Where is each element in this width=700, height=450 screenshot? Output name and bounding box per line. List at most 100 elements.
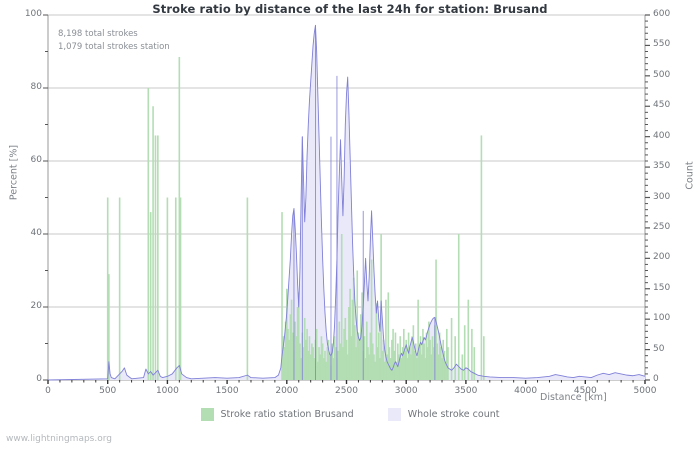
bar [376, 347, 379, 380]
legend-item-1[interactable]: Whole stroke count [387, 408, 499, 421]
bar [355, 347, 357, 380]
bar [179, 197, 182, 380]
y-tick-label-right: 450 [653, 100, 671, 111]
bar [457, 234, 460, 380]
y-tick-label-right: 300 [653, 191, 671, 202]
bar [318, 347, 320, 380]
bar [413, 350, 416, 380]
stroke-ratio-bars [106, 56, 485, 380]
y-axis-right-label: Count [684, 161, 696, 190]
bar [386, 354, 388, 380]
bar [423, 343, 425, 380]
bar [350, 336, 353, 380]
bar [373, 354, 375, 380]
bar [313, 358, 316, 380]
bar [147, 88, 150, 380]
bar [283, 347, 286, 380]
bar [307, 350, 310, 380]
y-tick-label-left: 60 [30, 155, 42, 165]
bar [429, 339, 431, 380]
bar [333, 336, 336, 380]
bar [290, 299, 293, 380]
bar [405, 339, 407, 380]
bar [246, 197, 249, 380]
bar [295, 336, 298, 380]
bar [338, 321, 341, 380]
bar [360, 314, 362, 380]
bar [294, 321, 296, 380]
bar [345, 339, 348, 380]
whole-stroke-count-line [47, 24, 646, 381]
bar [371, 343, 374, 380]
legend-label-stroke-ratio: Stroke ratio station Brusand [220, 409, 354, 420]
x-tick-label: 1000 [155, 386, 179, 396]
bar [443, 350, 446, 380]
bar [392, 328, 394, 380]
bar [440, 347, 442, 380]
y-tick-label-left: 40 [30, 228, 42, 238]
bar [407, 332, 410, 380]
x-tick-label: 3000 [394, 386, 418, 396]
bar [349, 288, 351, 380]
bar [339, 343, 342, 380]
bar [430, 354, 433, 380]
y-axis-left-label: Percent [%] [8, 144, 20, 201]
bar [351, 299, 354, 380]
bar [331, 343, 333, 380]
bar [483, 336, 485, 380]
bar [385, 299, 387, 380]
bar [352, 277, 355, 380]
bar [321, 343, 324, 380]
x-tick-label: 1500 [215, 386, 239, 396]
bar [441, 358, 443, 380]
y-tick-label-right: 250 [653, 221, 671, 232]
bar [319, 354, 322, 380]
bar [412, 325, 415, 380]
annotation-total-strokes: 8,198 total strokes [58, 29, 138, 39]
x-tick-label: 4000 [514, 386, 538, 396]
bar [174, 197, 177, 380]
y-tick-label-right: 400 [653, 130, 671, 141]
bar [444, 361, 447, 380]
bar [368, 354, 370, 380]
watermark: www.lightningmaps.org [6, 434, 112, 444]
bar [410, 354, 412, 380]
bar [438, 332, 441, 380]
bar [461, 354, 464, 380]
bar [286, 288, 288, 380]
bar [118, 197, 121, 380]
bar [300, 358, 302, 380]
bar [383, 361, 386, 380]
chart-annotations: 8,198 total strokes 1,079 total strokes … [58, 28, 170, 54]
bar [302, 347, 305, 380]
bar [418, 347, 421, 380]
bar [346, 354, 349, 380]
bar [417, 299, 419, 380]
bar [424, 358, 427, 380]
bar [447, 347, 449, 380]
bar [414, 343, 417, 380]
bar [425, 332, 428, 380]
bar [480, 135, 483, 380]
bar [344, 317, 347, 380]
bar [388, 347, 391, 380]
legend-item-0[interactable]: Stroke ratio station Brusand [200, 408, 354, 421]
bar [381, 350, 384, 380]
x-tick-label: 3500 [454, 386, 478, 396]
bar [364, 358, 367, 380]
bar [437, 354, 440, 380]
bar [406, 358, 409, 380]
bar [358, 339, 361, 380]
bar [400, 358, 403, 380]
bar [473, 347, 476, 380]
bar [308, 336, 311, 380]
bar [328, 354, 331, 380]
bar [334, 347, 337, 380]
bar [422, 328, 424, 380]
bar [403, 328, 405, 380]
x-tick-label: 2500 [335, 386, 358, 396]
x-tick-label: 500 [99, 386, 117, 396]
bar [340, 234, 343, 380]
bar [436, 343, 439, 380]
